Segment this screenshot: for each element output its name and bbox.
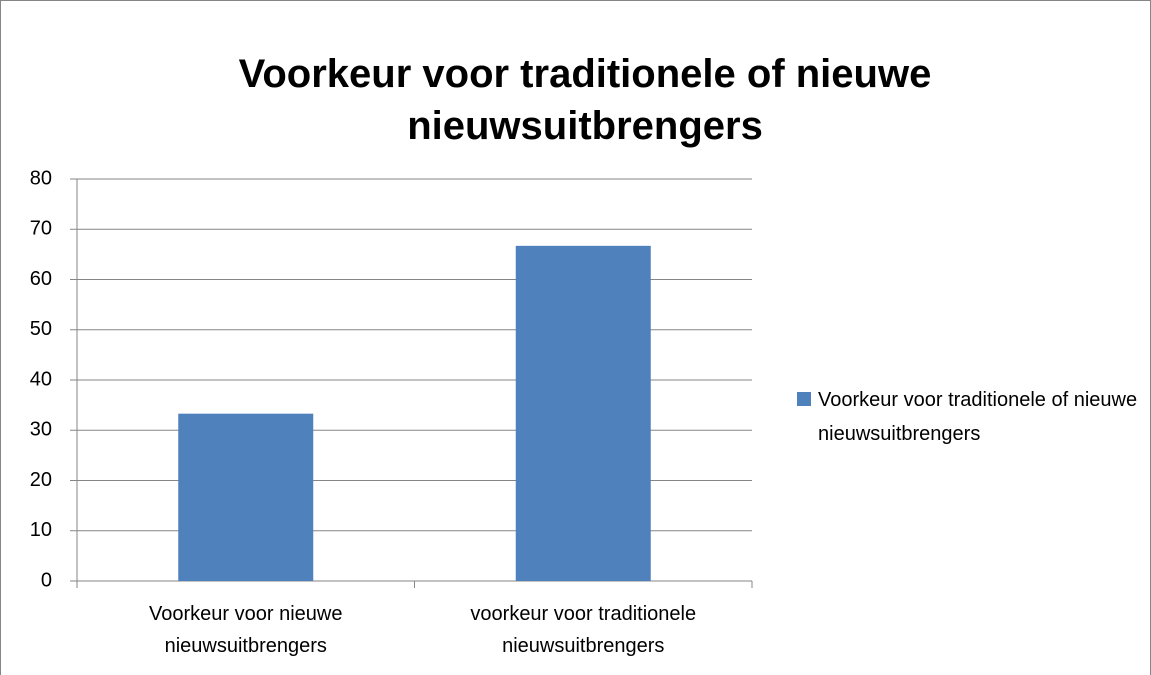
y-tick-label: 80 <box>30 167 52 189</box>
y-tick-label: 30 <box>30 419 52 441</box>
bar <box>178 413 314 581</box>
x-tick-label: Voorkeur voor nieuwe nieuwsuitbrengers <box>149 603 343 657</box>
y-tick-label: 20 <box>30 469 52 491</box>
y-tick-label: 50 <box>30 318 52 340</box>
legend-swatch <box>797 392 811 406</box>
y-tick-label: 70 <box>30 218 52 240</box>
y-tick-label: 10 <box>30 519 52 541</box>
y-tick-label: 0 <box>41 569 52 591</box>
y-tick-label: 60 <box>30 268 52 290</box>
x-tick-label: voorkeur voor traditionele nieuwsuitbren… <box>470 603 697 657</box>
bar <box>515 245 651 581</box>
legend-label: Voorkeur voor traditionele of nieuwe nie… <box>818 389 1138 445</box>
chart-title: Voorkeur voor traditionele of nieuwe nie… <box>238 52 932 148</box>
y-tick-label: 40 <box>30 368 52 390</box>
legend: Voorkeur voor traditionele of nieuwe nie… <box>797 383 1142 451</box>
